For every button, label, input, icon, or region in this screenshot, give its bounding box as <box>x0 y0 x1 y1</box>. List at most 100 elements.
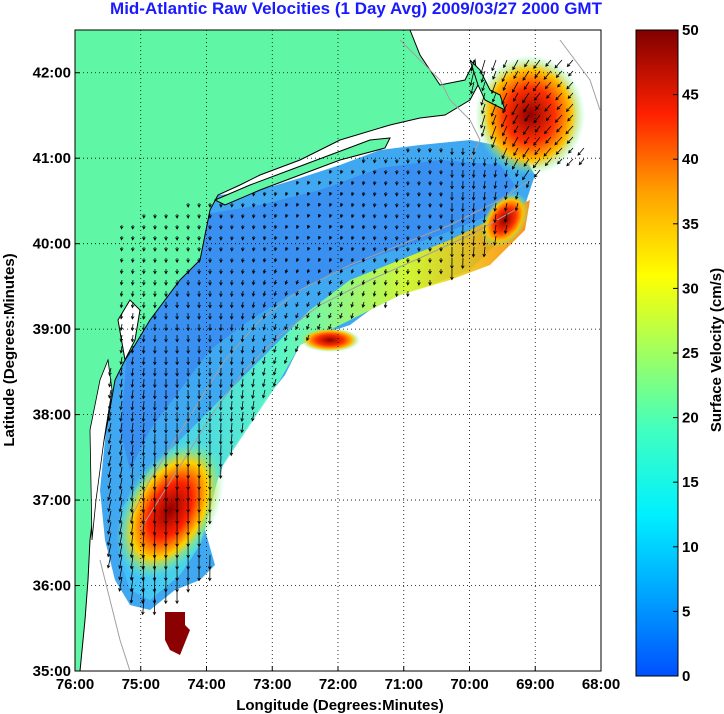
velocity-arrow <box>578 158 585 166</box>
y-axis: 35:00 36:00 37:00 38:00 39:00 40:00 41:00 42:00 <box>33 65 80 680</box>
velocity-arrow <box>240 312 245 320</box>
velocity-arrow <box>556 103 563 110</box>
velocity-arrow <box>328 202 333 208</box>
velocity-arrow <box>339 235 344 241</box>
velocity-arrow <box>130 290 135 298</box>
velocity-arrow <box>545 136 552 144</box>
velocity-arrow <box>480 114 486 129</box>
velocity-arrow <box>153 345 157 355</box>
velocity-arrow <box>175 378 179 389</box>
velocity-arrow <box>130 499 134 513</box>
velocity-arrow <box>273 268 278 274</box>
velocity-arrow <box>565 103 574 112</box>
velocity-arrow <box>229 422 234 434</box>
velocity-arrow <box>241 213 245 219</box>
velocity-arrow <box>339 191 344 197</box>
velocity-arrow <box>219 356 223 366</box>
velocity-arrow <box>119 334 124 343</box>
velocity-arrow <box>153 378 157 389</box>
velocity-arrow <box>306 323 310 330</box>
velocity-arrow <box>175 367 179 377</box>
velocity-arrow <box>175 411 179 423</box>
velocity-arrow <box>153 356 157 366</box>
velocity-arrow <box>186 323 190 332</box>
velocity-arrow <box>534 125 541 133</box>
velocity-arrow <box>164 312 168 320</box>
velocity-arrow <box>328 279 333 285</box>
velocity-arrow <box>524 59 530 68</box>
velocity-arrow <box>142 257 146 264</box>
velocity-arrow <box>230 290 234 298</box>
velocity-arrow <box>107 521 112 535</box>
velocity-arrow <box>480 70 486 83</box>
velocity-arrow <box>372 213 377 219</box>
velocity-arrow <box>361 301 366 308</box>
velocity-arrow <box>197 257 201 264</box>
velocity-arrow <box>428 147 432 153</box>
velocity-arrow <box>142 224 146 230</box>
velocity-arrow <box>152 455 157 468</box>
velocity-arrow <box>471 246 476 258</box>
velocity-arrow <box>383 268 388 275</box>
velocity-arrow <box>502 125 508 137</box>
velocity-arrow <box>241 235 245 241</box>
velocity-arrow <box>252 235 256 241</box>
velocity-arrow <box>372 279 377 286</box>
velocity-arrow <box>555 147 563 155</box>
velocity-arrow <box>141 334 146 343</box>
velocity-arrow <box>284 257 289 263</box>
velocity-arrow <box>395 268 399 275</box>
velocity-arrow <box>197 246 201 252</box>
map-title: Mid-Atlantic Raw Velocities (1 Day Avg) … <box>110 0 603 18</box>
velocity-arrow <box>152 411 157 423</box>
velocity-arrow <box>119 301 124 309</box>
velocity-arrow <box>493 235 497 246</box>
velocity-arrow <box>197 433 201 445</box>
velocity-arrow <box>240 301 245 309</box>
velocity-arrow <box>395 169 399 175</box>
velocity-arrow <box>350 268 355 274</box>
velocity-arrow <box>186 202 190 208</box>
x-tick-label: 73:00 <box>253 676 291 693</box>
velocity-arrow <box>525 180 530 189</box>
y-tick-label: 39:00 <box>33 321 71 338</box>
velocity-arrow <box>219 334 223 343</box>
velocity-arrow <box>240 268 245 275</box>
velocity-arrow <box>262 290 267 297</box>
velocity-arrow <box>295 180 300 186</box>
velocity-hotspot-northeast <box>475 55 585 175</box>
velocity-arrow <box>284 290 288 297</box>
velocity-arrow <box>262 367 266 376</box>
velocity-arrow <box>554 136 563 146</box>
velocity-arrow <box>186 356 190 366</box>
velocity-arrow <box>219 312 223 320</box>
velocity-arrow <box>130 312 135 320</box>
velocity-arrow <box>262 356 266 365</box>
velocity-arrow <box>317 191 322 196</box>
colorbar-tick-label: 25 <box>682 345 699 362</box>
colorbar-tick-label: 50 <box>682 22 699 39</box>
velocity-arrow <box>493 202 497 212</box>
velocity-arrow <box>129 554 134 570</box>
velocity-arrow <box>532 158 541 169</box>
x-tick-label: 75:00 <box>122 676 160 693</box>
velocity-arrow <box>450 202 454 213</box>
velocity-arrow <box>108 389 112 399</box>
velocity-arrow <box>152 587 157 605</box>
velocity-arrow <box>417 147 421 153</box>
velocity-arrow <box>295 224 300 230</box>
velocity-arrow <box>471 202 476 213</box>
velocity-vectors <box>106 59 585 616</box>
velocity-arrow <box>141 367 146 377</box>
velocity-arrow <box>130 323 135 332</box>
velocity-arrow <box>106 543 112 558</box>
velocity-arrow <box>119 312 124 320</box>
velocity-arrow <box>317 279 322 285</box>
velocity-arrow <box>273 312 277 320</box>
velocity-arrow <box>372 257 377 263</box>
velocity-arrow <box>501 70 508 83</box>
velocity-arrow <box>306 180 311 185</box>
velocity-arrow <box>251 279 256 286</box>
velocity-arrow <box>153 301 157 309</box>
velocity-arrow <box>164 268 168 275</box>
